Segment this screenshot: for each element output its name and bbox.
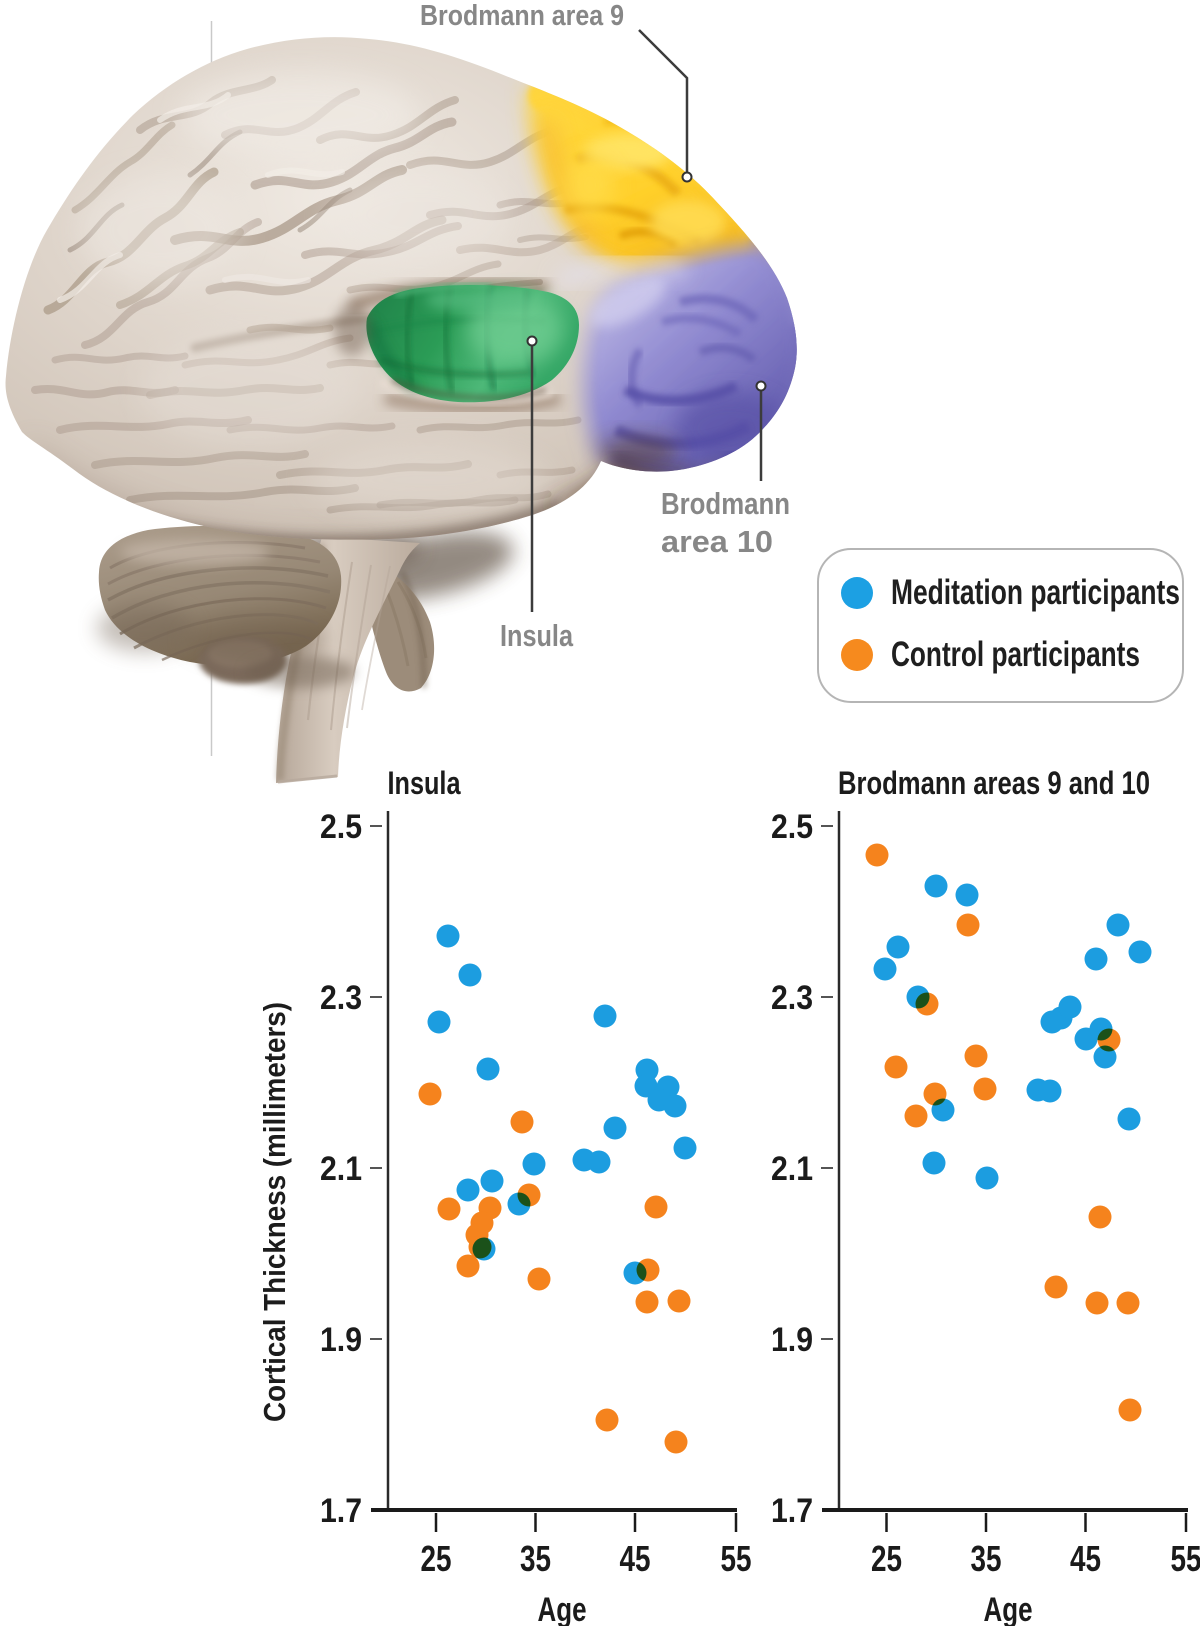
svg-text:Insula: Insula bbox=[388, 765, 461, 801]
svg-text:2.1: 2.1 bbox=[320, 1150, 362, 1188]
svg-text:Age: Age bbox=[538, 1591, 587, 1626]
svg-text:Control participants: Control participants bbox=[891, 635, 1140, 674]
svg-text:25: 25 bbox=[871, 1538, 902, 1579]
svg-text:1.9: 1.9 bbox=[320, 1321, 362, 1359]
svg-text:area 10: area 10 bbox=[661, 524, 773, 559]
svg-text:2.5: 2.5 bbox=[771, 808, 813, 846]
svg-text:2.3: 2.3 bbox=[320, 979, 362, 1017]
svg-text:2.1: 2.1 bbox=[771, 1150, 813, 1188]
svg-text:Insula: Insula bbox=[500, 618, 574, 653]
svg-text:35: 35 bbox=[971, 1538, 1002, 1579]
svg-text:55: 55 bbox=[1171, 1538, 1200, 1579]
svg-text:2.3: 2.3 bbox=[771, 979, 813, 1017]
svg-text:Brodmann areas 9 and 10: Brodmann areas 9 and 10 bbox=[838, 765, 1150, 801]
svg-text:1.9: 1.9 bbox=[771, 1321, 813, 1359]
svg-text:55: 55 bbox=[721, 1538, 752, 1579]
svg-text:Brodmann: Brodmann bbox=[661, 486, 790, 521]
svg-text:Cortical Thickness (millimeter: Cortical Thickness (millimeters) bbox=[257, 1002, 292, 1422]
svg-text:45: 45 bbox=[620, 1538, 651, 1579]
svg-text:2.5: 2.5 bbox=[320, 808, 362, 846]
svg-text:1.7: 1.7 bbox=[771, 1492, 813, 1530]
svg-text:Age: Age bbox=[984, 1591, 1033, 1626]
svg-text:Meditation participants: Meditation participants bbox=[891, 573, 1180, 612]
svg-text:45: 45 bbox=[1070, 1538, 1101, 1579]
svg-text:25: 25 bbox=[421, 1538, 452, 1579]
svg-text:Brodmann area 9: Brodmann area 9 bbox=[420, 0, 624, 32]
svg-text:1.7: 1.7 bbox=[320, 1492, 362, 1530]
svg-text:35: 35 bbox=[520, 1538, 551, 1579]
